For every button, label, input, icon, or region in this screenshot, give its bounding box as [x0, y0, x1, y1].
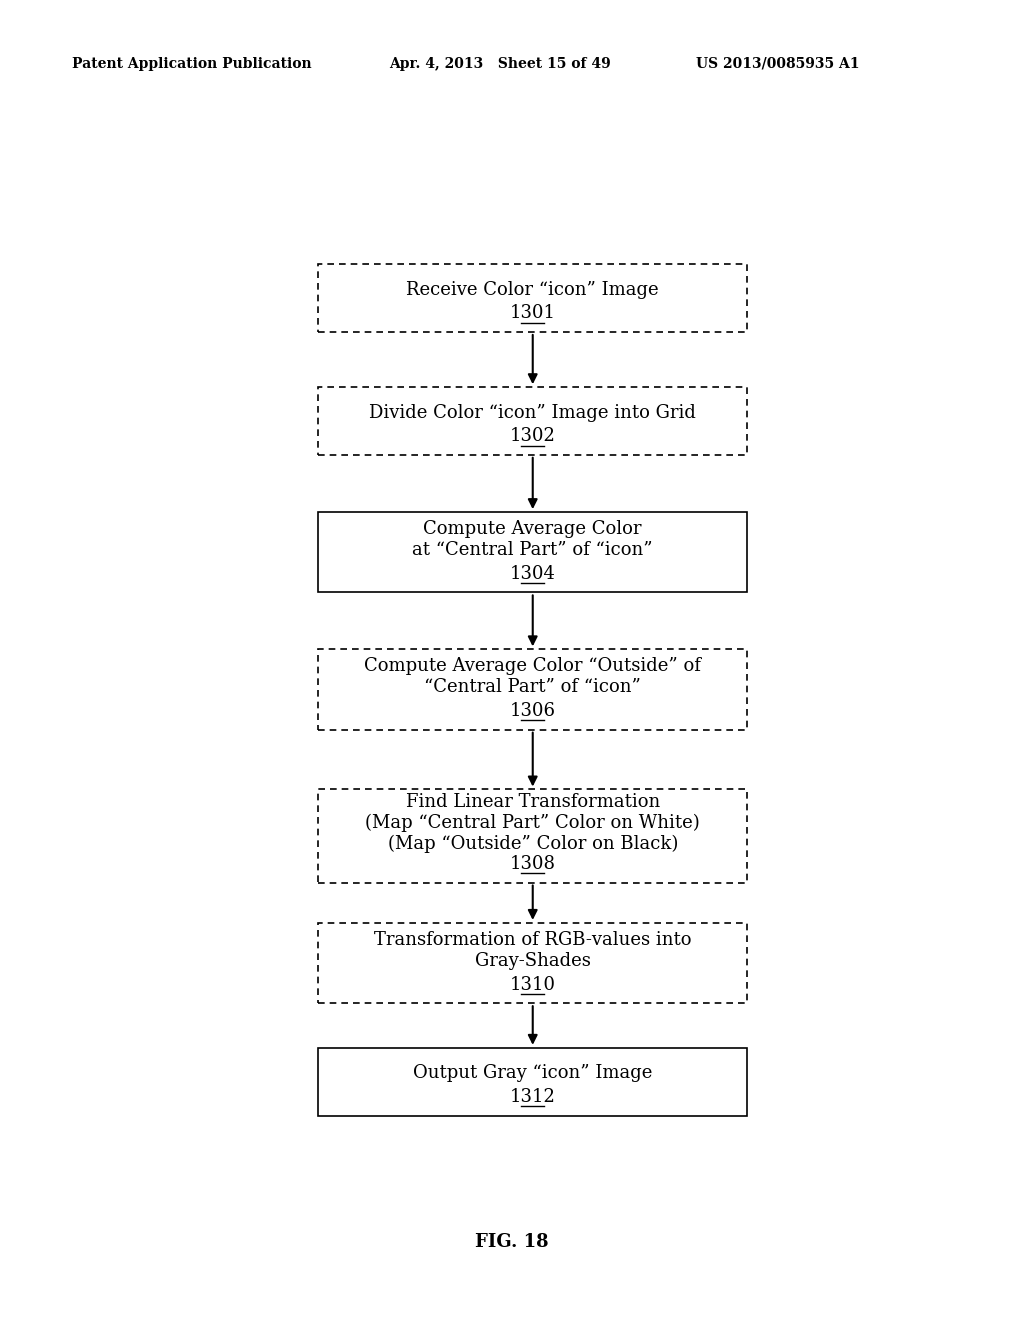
Text: Output Gray “icon” Image: Output Gray “icon” Image — [413, 1064, 652, 1082]
Text: 1306: 1306 — [510, 702, 556, 721]
FancyBboxPatch shape — [318, 1048, 748, 1115]
Text: 1308: 1308 — [510, 855, 556, 873]
Text: US 2013/0085935 A1: US 2013/0085935 A1 — [696, 57, 860, 71]
Text: Transformation of RGB-values into
Gray-Shades: Transformation of RGB-values into Gray-S… — [374, 931, 691, 970]
Text: Patent Application Publication: Patent Application Publication — [72, 57, 311, 71]
Text: 1302: 1302 — [510, 428, 556, 445]
Text: 1301: 1301 — [510, 305, 556, 322]
FancyBboxPatch shape — [318, 649, 748, 730]
FancyBboxPatch shape — [318, 264, 748, 333]
Text: Apr. 4, 2013   Sheet 15 of 49: Apr. 4, 2013 Sheet 15 of 49 — [389, 57, 611, 71]
Text: 1312: 1312 — [510, 1088, 556, 1106]
FancyBboxPatch shape — [318, 387, 748, 455]
Text: Find Linear Transformation
(Map “Central Part” Color on White)
(Map “Outside” Co: Find Linear Transformation (Map “Central… — [366, 793, 700, 854]
FancyBboxPatch shape — [318, 923, 748, 1003]
Text: Receive Color “icon” Image: Receive Color “icon” Image — [407, 281, 659, 298]
FancyBboxPatch shape — [318, 512, 748, 593]
Text: FIG. 18: FIG. 18 — [475, 1233, 549, 1251]
Text: Compute Average Color
at “Central Part” of “icon”: Compute Average Color at “Central Part” … — [413, 520, 653, 558]
Text: 1304: 1304 — [510, 565, 556, 583]
Text: 1310: 1310 — [510, 975, 556, 994]
Text: Compute Average Color “Outside” of
“Central Part” of “icon”: Compute Average Color “Outside” of “Cent… — [365, 657, 701, 696]
Text: Divide Color “icon” Image into Grid: Divide Color “icon” Image into Grid — [370, 404, 696, 421]
FancyBboxPatch shape — [318, 789, 748, 883]
